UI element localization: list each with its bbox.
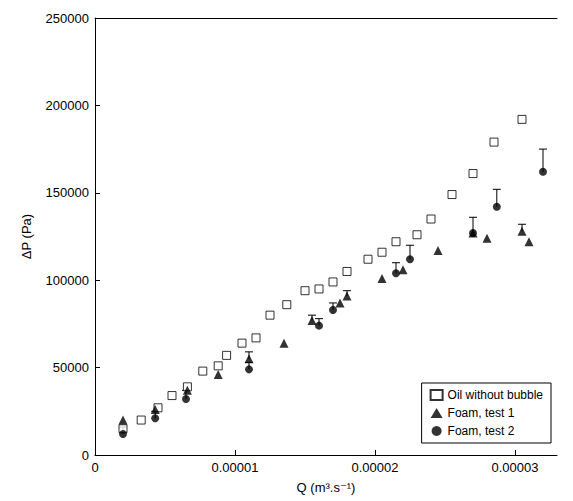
svg-text:150000: 150000 (46, 185, 89, 200)
svg-text:0: 0 (82, 448, 89, 463)
svg-text:200000: 200000 (46, 98, 89, 113)
svg-text:0.00001: 0.00001 (212, 460, 259, 475)
svg-text:0.00003: 0.00003 (492, 460, 539, 475)
svg-text:0: 0 (91, 460, 98, 475)
svg-text:50000: 50000 (53, 360, 89, 375)
svg-text:Oil without bubble: Oil without bubble (448, 388, 544, 402)
svg-text:Foam, test 1: Foam, test 1 (448, 406, 515, 420)
svg-text:0.00002: 0.00002 (352, 460, 399, 475)
svg-text:100000: 100000 (46, 273, 89, 288)
svg-text:Foam, test 2: Foam, test 2 (448, 424, 515, 438)
svg-text:250000: 250000 (46, 11, 89, 26)
svg-text:Q (m³.s⁻¹): Q (m³.s⁻¹) (297, 480, 356, 495)
svg-text:ΔP (Pa): ΔP (Pa) (19, 214, 34, 259)
